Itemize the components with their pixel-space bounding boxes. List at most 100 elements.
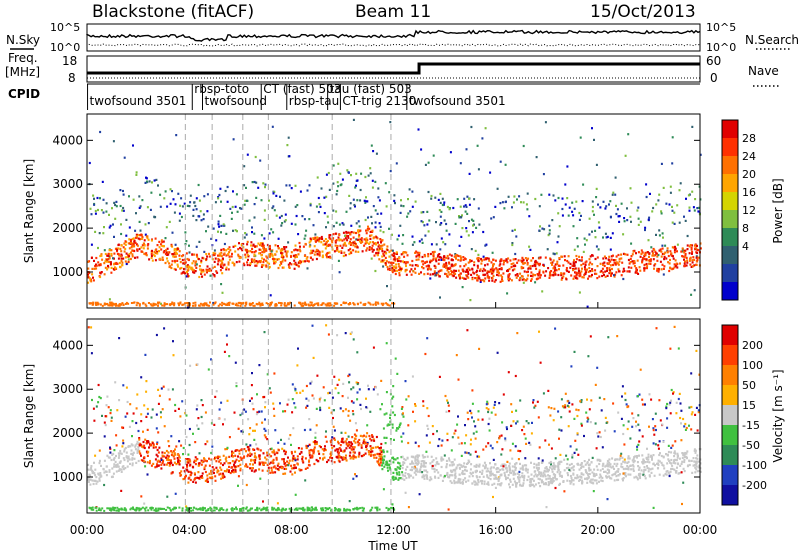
data-cell <box>138 303 141 306</box>
data-cell <box>529 443 532 446</box>
data-cell <box>292 467 295 470</box>
data-cell <box>624 472 627 475</box>
data-cell <box>584 272 587 275</box>
data-cell <box>639 368 642 371</box>
data-cell <box>270 250 273 253</box>
data-cell <box>103 273 106 276</box>
data-cell <box>492 263 495 266</box>
data-cell <box>386 303 389 306</box>
data-cell <box>605 475 608 478</box>
data-cell <box>539 256 542 259</box>
data-cell <box>424 352 427 356</box>
data-cell <box>255 413 258 416</box>
data-cell <box>146 247 149 250</box>
data-cell <box>689 263 692 266</box>
data-cell <box>87 281 90 284</box>
data-cell <box>305 446 308 449</box>
data-cell <box>311 456 314 459</box>
data-cell <box>656 255 659 258</box>
data-cell <box>110 458 113 462</box>
data-cell <box>95 405 98 408</box>
data-cell <box>486 270 489 273</box>
data-cell <box>342 231 345 234</box>
data-cell <box>105 404 108 407</box>
data-cell <box>187 267 190 270</box>
data-cell <box>381 244 384 247</box>
data-cell <box>556 471 559 474</box>
data-cell <box>115 302 117 305</box>
data-cell <box>323 196 326 199</box>
data-cell <box>378 222 381 225</box>
data-cell <box>290 467 293 470</box>
data-cell <box>676 250 678 253</box>
data-cell <box>692 206 695 209</box>
data-cell <box>474 480 477 483</box>
data-cell <box>641 403 644 406</box>
data-cell <box>241 249 244 252</box>
data-cell <box>648 216 651 219</box>
data-cell <box>635 267 638 270</box>
data-cell <box>107 304 110 307</box>
data-cell <box>580 472 583 476</box>
data-cell <box>272 462 275 465</box>
data-cell <box>232 229 234 232</box>
data-cell <box>671 162 674 165</box>
data-cell <box>468 197 470 200</box>
data-cell <box>391 426 394 429</box>
data-cell <box>108 469 111 472</box>
data-cell <box>543 483 546 486</box>
frequency-lines <box>87 62 700 79</box>
data-cell <box>258 457 261 461</box>
data-cell <box>336 189 339 193</box>
data-cell <box>124 256 127 259</box>
data-cell <box>588 263 591 266</box>
data-cell <box>301 304 304 307</box>
data-cell <box>127 258 130 261</box>
data-cell <box>305 303 308 306</box>
data-cell <box>271 206 274 210</box>
data-cell <box>144 223 147 226</box>
data-cell <box>351 436 354 439</box>
data-cell <box>304 234 307 237</box>
data-cell <box>618 270 621 273</box>
data-cell <box>382 231 385 234</box>
data-cell <box>475 430 478 433</box>
data-cell <box>244 199 247 202</box>
data-cell <box>596 265 599 268</box>
data-cell <box>175 251 178 254</box>
data-cell <box>94 212 97 215</box>
data-cell <box>197 258 200 261</box>
data-cell <box>440 465 443 469</box>
data-cell <box>369 450 372 453</box>
data-cell <box>427 427 430 430</box>
data-cell <box>455 269 457 272</box>
data-cell <box>634 455 637 458</box>
data-cell <box>243 184 246 187</box>
data-cell <box>112 257 114 260</box>
data-cell <box>151 259 154 262</box>
data-cell <box>87 276 90 279</box>
data-cell <box>369 172 372 175</box>
data-cell <box>534 263 537 266</box>
data-cell <box>458 277 461 280</box>
data-cell <box>441 203 444 207</box>
data-cell <box>690 372 693 375</box>
data-cell <box>675 459 678 462</box>
data-cell <box>244 253 247 256</box>
data-cell <box>207 480 209 483</box>
mhz-label: [MHz] <box>5 65 40 79</box>
data-cell <box>521 472 524 475</box>
data-cell <box>349 247 352 250</box>
data-cell <box>576 245 579 248</box>
data-cell <box>417 128 420 131</box>
data-cell <box>536 261 539 264</box>
data-cell <box>308 418 311 421</box>
data-cell <box>429 462 432 465</box>
data-cell <box>432 459 435 462</box>
data-cell <box>573 207 576 210</box>
data-cell <box>358 234 361 237</box>
data-cell <box>193 201 196 204</box>
data-cell <box>636 259 639 262</box>
data-cell <box>218 408 221 411</box>
data-cell <box>107 258 110 261</box>
